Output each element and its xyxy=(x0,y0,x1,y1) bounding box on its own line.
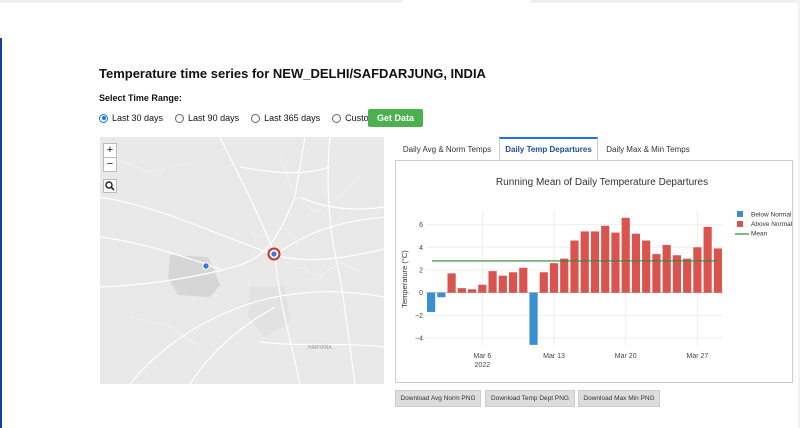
browser-top-line xyxy=(0,0,800,3)
radio-custom[interactable]: Custom xyxy=(332,113,376,123)
y-tick-label: −2 xyxy=(415,313,423,320)
radio-label: Custom xyxy=(345,113,377,123)
above-normal-bar xyxy=(457,288,466,293)
map-region-label: HARYANA xyxy=(308,345,332,351)
station-marker-center xyxy=(271,251,277,257)
above-normal-bar xyxy=(693,247,702,293)
chart-title: Running Mean of Daily Temperature Depart… xyxy=(496,177,708,188)
search-icon xyxy=(105,181,115,191)
y-tick-label: 2 xyxy=(419,267,423,274)
radio-dot[interactable] xyxy=(251,113,261,123)
page-title: Temperature time series for NEW_DELHI/SA… xyxy=(99,66,486,81)
radio-dot[interactable] xyxy=(332,113,342,123)
get-data-button[interactable]: Get Data xyxy=(368,109,423,127)
above-normal-bar xyxy=(652,254,661,293)
map-search-button[interactable] xyxy=(103,179,117,193)
below-normal-bar xyxy=(437,292,446,298)
above-normal-bar xyxy=(713,248,722,293)
above-normal-bar xyxy=(488,271,497,293)
above-normal-bar xyxy=(631,233,641,293)
legend-label: Mean xyxy=(751,231,768,238)
browser-top-gap xyxy=(402,0,530,3)
zoom-in-button[interactable]: + xyxy=(103,143,117,158)
map-background xyxy=(100,137,384,384)
x-tick-label: Mar 20 xyxy=(615,353,637,360)
departures-chart: Running Mean of Daily Temperature Depart… xyxy=(400,177,793,369)
time-range-options: Last 30 days Last 90 days Last 365 days … xyxy=(99,111,388,125)
y-tick-label: 4 xyxy=(419,245,423,252)
chart-bars xyxy=(427,217,722,345)
above-normal-bar xyxy=(672,255,682,293)
map-minor-roads xyxy=(109,156,361,348)
above-normal-bar xyxy=(662,245,671,293)
above-normal-bar xyxy=(621,217,630,293)
below-normal-bar xyxy=(427,292,436,312)
radio-dot[interactable] xyxy=(175,113,185,123)
above-normal-bar xyxy=(539,272,548,293)
y-tick-label: 6 xyxy=(419,222,423,229)
above-normal-bar xyxy=(642,240,651,293)
chart-legend: Below Normal Above Normal Mean xyxy=(735,211,793,238)
above-normal-bar xyxy=(508,272,518,293)
radio-label: Last 365 days xyxy=(264,113,321,123)
legend-label: Above Normal xyxy=(751,221,792,228)
above-normal-bar xyxy=(683,258,692,293)
x-tick-label: Mar 27 xyxy=(686,353,708,360)
legend-label: Below Normal xyxy=(751,212,792,219)
x-axis-ticks: Mar 6 2022 Mar 13 Mar 20 Mar 27 xyxy=(473,353,708,369)
above-normal-bar xyxy=(601,225,610,293)
above-normal-bar xyxy=(549,263,559,293)
above-normal-bar xyxy=(447,273,456,293)
radio-last-90-days[interactable]: Last 90 days xyxy=(175,113,239,123)
x-tick-label: Mar 6 xyxy=(473,353,491,360)
x-tick-label: Mar 13 xyxy=(543,353,565,360)
above-normal-bar xyxy=(478,284,487,293)
chart-panel: Running Mean of Daily Temperature Depart… xyxy=(395,160,793,383)
above-normal-bar xyxy=(560,258,569,293)
legend-swatch-below xyxy=(737,211,743,217)
station-map[interactable]: HARYANA + − xyxy=(100,137,384,384)
above-normal-bar xyxy=(611,232,620,293)
zoom-out-button[interactable]: − xyxy=(103,157,117,172)
tab-daily-max-min[interactable]: Daily Max & Min Temps xyxy=(606,144,690,154)
legend-swatch-above xyxy=(737,221,743,227)
radio-label: Last 90 days xyxy=(188,113,240,123)
above-normal-bar xyxy=(703,226,712,293)
above-normal-bar xyxy=(498,275,507,293)
download-temp-dept-button[interactable]: Download Temp Dept PNG xyxy=(485,390,575,407)
above-normal-bar xyxy=(580,231,589,293)
time-range-label: Select Time Range: xyxy=(99,93,182,103)
y-tick-label: −4 xyxy=(415,336,423,343)
radio-dot[interactable] xyxy=(99,113,108,123)
radio-last-365-days[interactable]: Last 365 days xyxy=(251,113,320,123)
y-axis-ticks: −4 −2 0 2 4 6 xyxy=(415,222,423,342)
above-normal-bar xyxy=(570,240,579,293)
download-avg-norm-button[interactable]: Download Avg Norm PNG xyxy=(395,390,481,407)
tab-daily-temp-departures[interactable]: Daily Temp Departures xyxy=(499,137,598,161)
x-tick-label: 2022 xyxy=(475,362,491,369)
download-max-min-button[interactable]: Download Max Min PNG xyxy=(578,390,660,407)
radio-label: Last 30 days xyxy=(112,113,164,123)
map-landuse-area xyxy=(248,287,290,337)
y-tick-label: 0 xyxy=(419,290,423,297)
nearby-station-marker[interactable] xyxy=(202,262,210,270)
tab-daily-avg-norm[interactable]: Daily Avg & Norm Temps xyxy=(402,144,492,154)
above-normal-bar xyxy=(590,231,600,293)
right-edge xyxy=(798,0,800,428)
above-normal-bar xyxy=(467,289,477,293)
radio-last-30-days[interactable]: Last 30 days xyxy=(99,113,163,123)
map-canvas[interactable]: HARYANA xyxy=(100,137,384,384)
above-normal-bar xyxy=(519,267,528,293)
left-accent-bar xyxy=(0,38,2,428)
y-axis-label: Temperature (°C) xyxy=(400,250,409,308)
below-normal-bar xyxy=(529,292,538,345)
